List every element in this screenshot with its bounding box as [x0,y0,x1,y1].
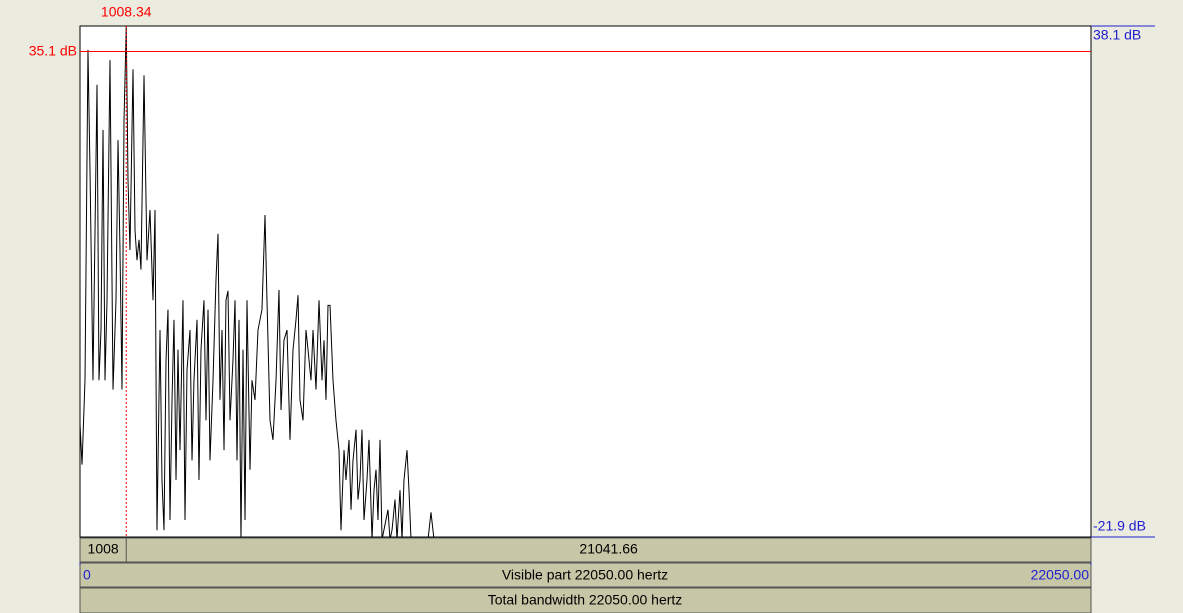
cursor-x-label: 1008.34 [101,4,152,20]
visible-bar[interactable] [79,562,1092,588]
y-tick-label: -21.9 dB [1093,518,1146,534]
x-tick-label: 0 [83,567,91,583]
selection-right: 21041.66 [579,541,638,557]
cursor-y-label: 35.1 dB [29,42,77,58]
visible-label: Visible part 22050.00 hertz [502,567,668,583]
x-tick-label: 22050.00 [1031,567,1090,583]
total-label: Total bandwidth 22050.00 hertz [488,592,683,608]
selection-bar[interactable] [79,537,1092,563]
selection-left: 1008 [88,541,119,557]
plot-area [79,25,1092,538]
y-tick-label: 38.1 dB [1093,27,1141,43]
spectrum-line [80,26,435,537]
total-bar[interactable] [79,587,1092,613]
